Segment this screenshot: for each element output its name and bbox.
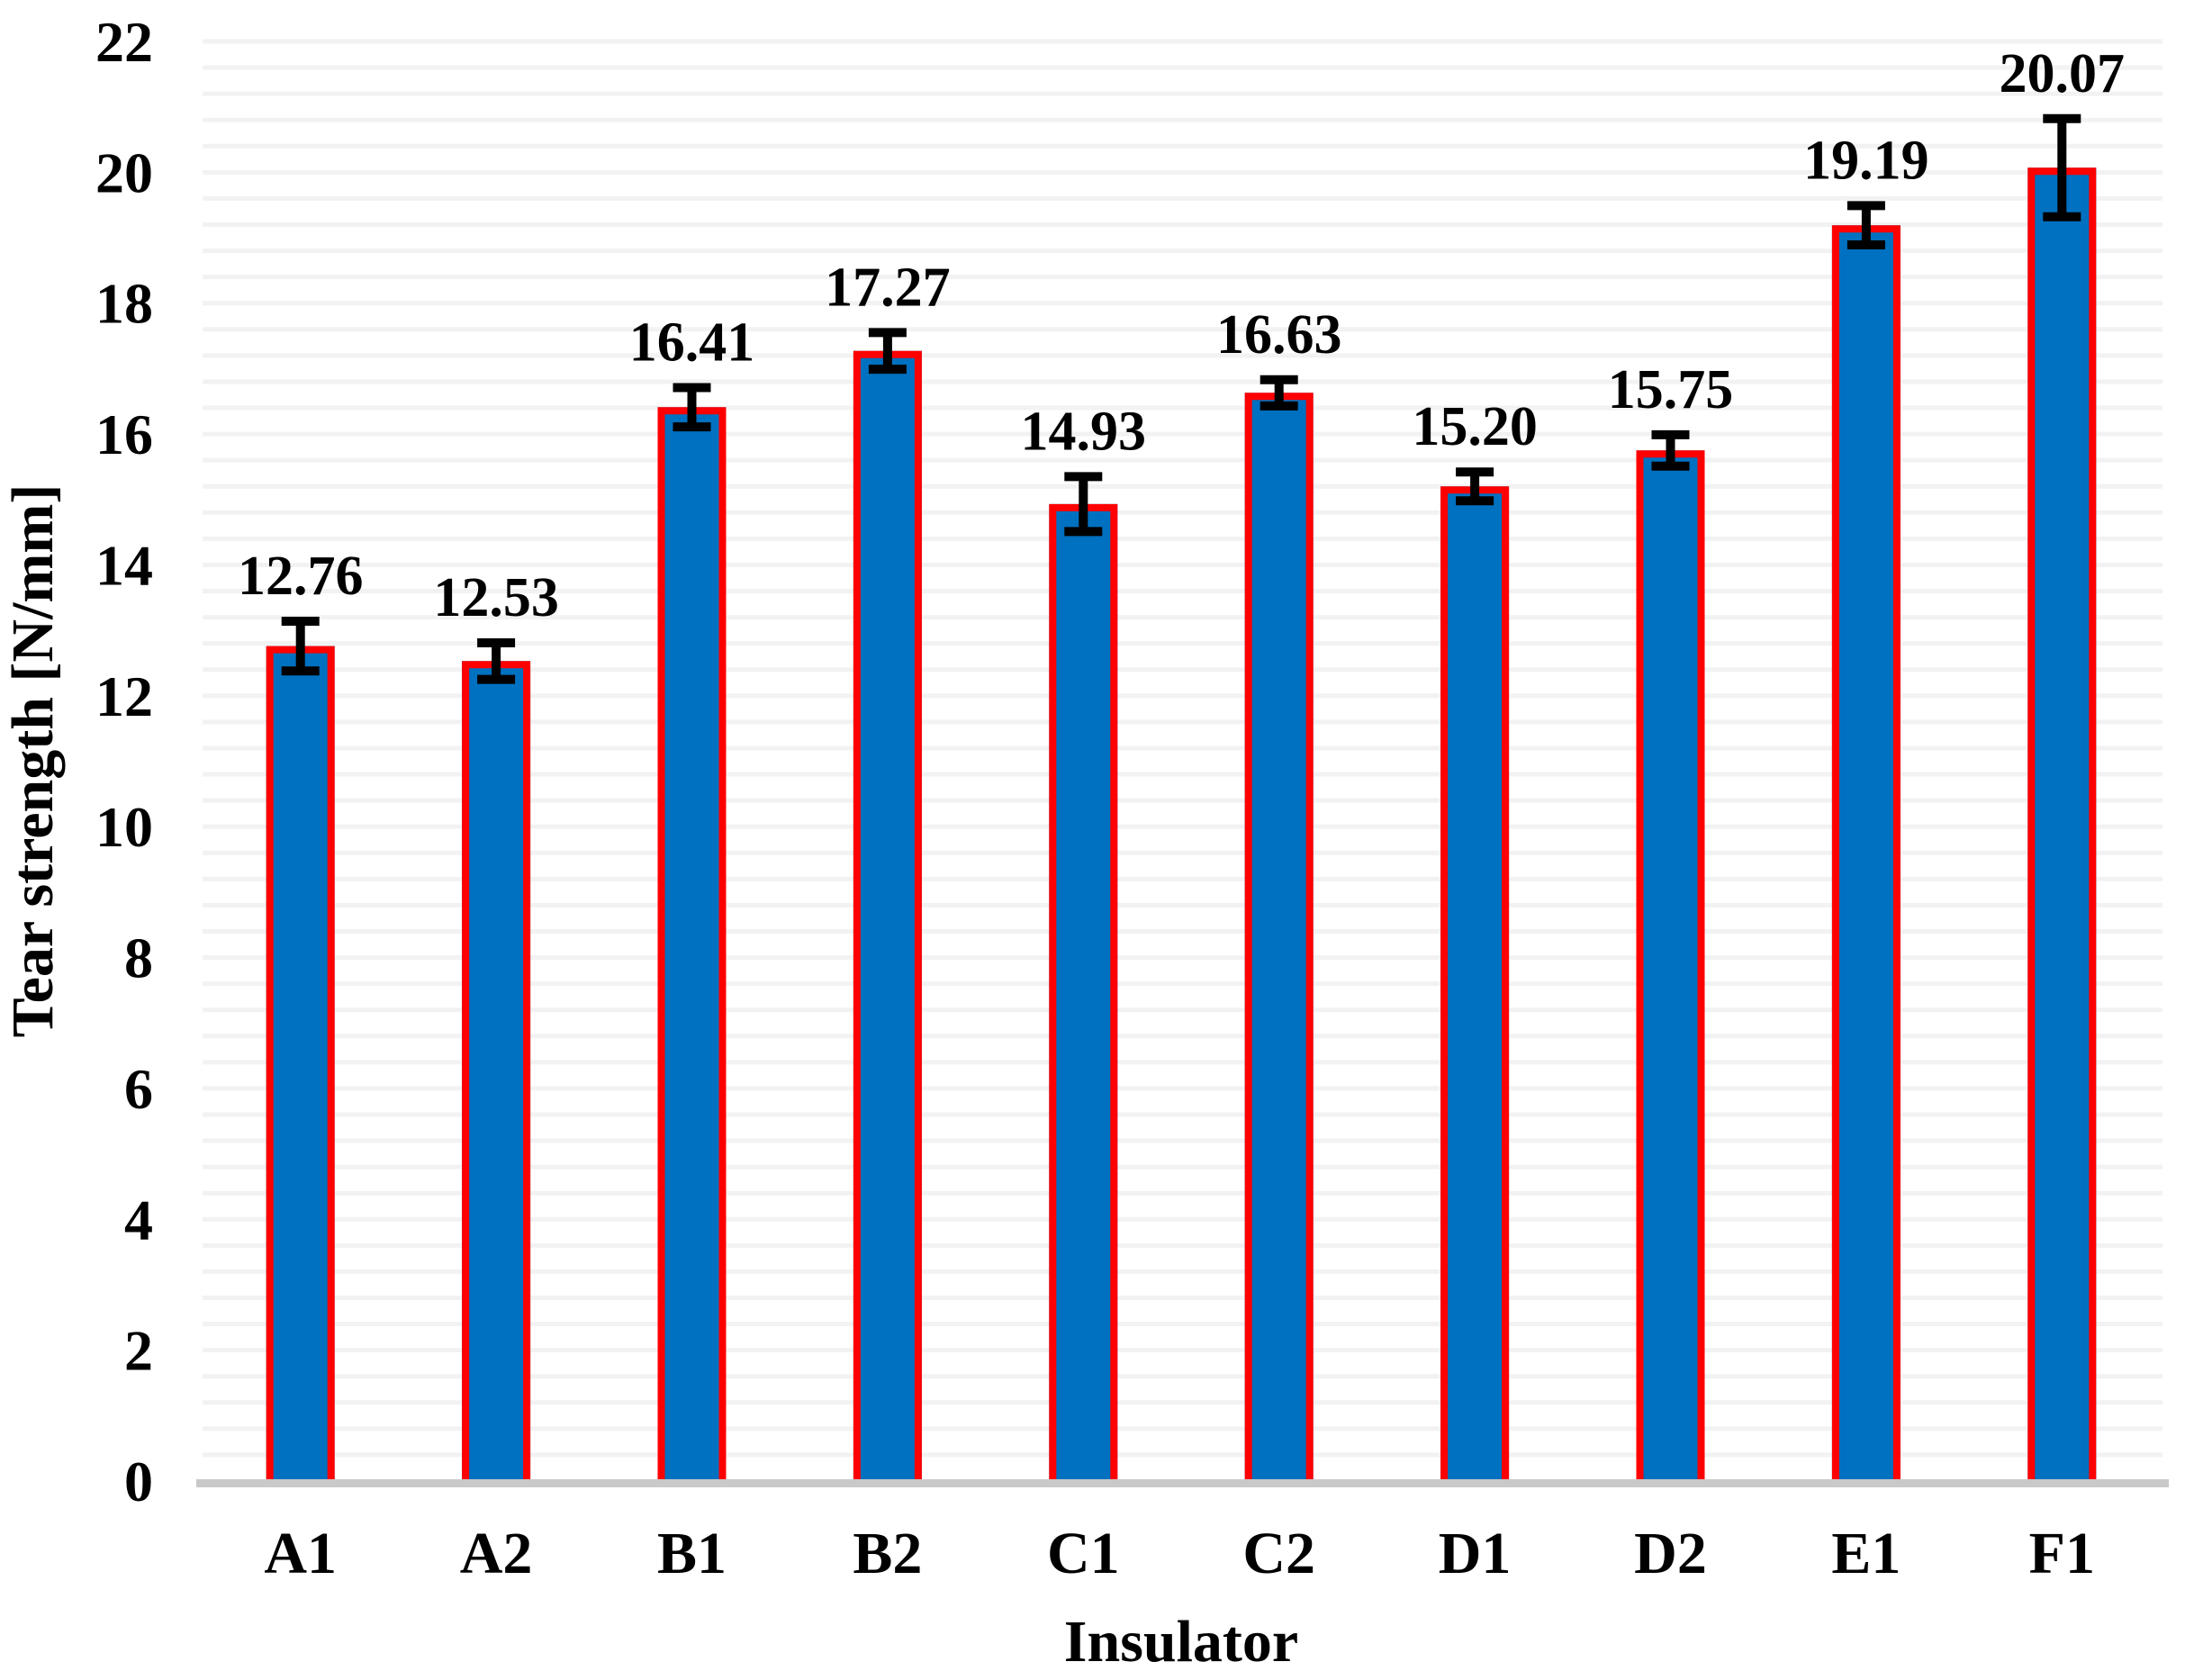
x-axis-line — [196, 1479, 2169, 1487]
value-label-A1: 12.76 — [238, 546, 364, 607]
y-tick-label-14: 14 — [95, 533, 153, 597]
bar-C1 — [1049, 503, 1118, 1481]
bar-B2 — [853, 350, 922, 1481]
value-label-E1: 19.19 — [1803, 130, 1929, 191]
x-axis-title: Insulator — [1064, 1609, 1298, 1675]
y-tick-label-18: 18 — [95, 272, 153, 336]
y-tick-label-6: 6 — [124, 1057, 153, 1121]
x-category-label-D1: D1 — [1439, 1521, 1512, 1586]
y-tick-label-12: 12 — [95, 664, 153, 728]
y-tick-label-16: 16 — [95, 402, 153, 466]
bar-B1 — [657, 407, 727, 1481]
x-axis-line-group — [196, 1479, 2169, 1487]
x-category-labels-group: A1 A2 B1 B2 C1 C2 D1 D2 E1 F1 — [264, 1521, 2095, 1586]
bar-D2 — [1636, 450, 1705, 1481]
value-label-B1: 16.41 — [629, 312, 755, 373]
bar-A1 — [266, 646, 335, 1481]
bar-F1 — [2027, 167, 2097, 1482]
y-tick-label-8: 8 — [124, 926, 153, 990]
x-category-label-E1: E1 — [1831, 1521, 1901, 1586]
value-label-A2: 12.53 — [433, 567, 559, 628]
y-tick-label-2: 2 — [124, 1319, 153, 1383]
value-labels-group: 12.76 12.53 16.41 17.27 14.93 16.63 15.20 15.75… — [238, 43, 2125, 628]
y-tick-label-0: 0 — [124, 1450, 153, 1513]
x-category-label-B1: B1 — [657, 1521, 727, 1586]
x-category-label-C2: C2 — [1242, 1521, 1315, 1586]
bars-group — [266, 167, 2097, 1482]
value-label-D2: 15.75 — [1608, 359, 1734, 420]
bar-A2 — [462, 661, 531, 1481]
value-label-B2: 17.27 — [825, 257, 951, 318]
y-tick-label-22: 22 — [95, 10, 153, 74]
y-tick-label-20: 20 — [95, 140, 153, 204]
y-tick-labels-group: 0 2 4 6 8 10 12 14 16 18 20 22 — [95, 10, 153, 1513]
x-category-label-F1: F1 — [2029, 1521, 2095, 1586]
bar-E1 — [1831, 225, 1901, 1481]
value-label-D1: 15.20 — [1412, 396, 1538, 457]
bar-D1 — [1440, 486, 1510, 1482]
x-category-label-D2: D2 — [1634, 1521, 1707, 1586]
x-category-label-A1: A1 — [264, 1521, 337, 1586]
y-axis-title: Tear strength [N/mm] — [0, 484, 66, 1038]
y-tick-label-10: 10 — [95, 795, 153, 859]
y-tick-label-4: 4 — [124, 1188, 153, 1251]
error-bars-group — [281, 113, 2081, 684]
bar-C2 — [1244, 393, 1314, 1481]
x-category-label-B2: B2 — [853, 1521, 922, 1586]
x-category-label-C1: C1 — [1047, 1521, 1120, 1586]
value-label-F1: 20.07 — [2000, 43, 2126, 104]
value-label-C1: 14.93 — [1021, 401, 1147, 462]
value-label-C2: 16.63 — [1216, 304, 1342, 366]
x-category-label-A2: A2 — [460, 1521, 533, 1586]
